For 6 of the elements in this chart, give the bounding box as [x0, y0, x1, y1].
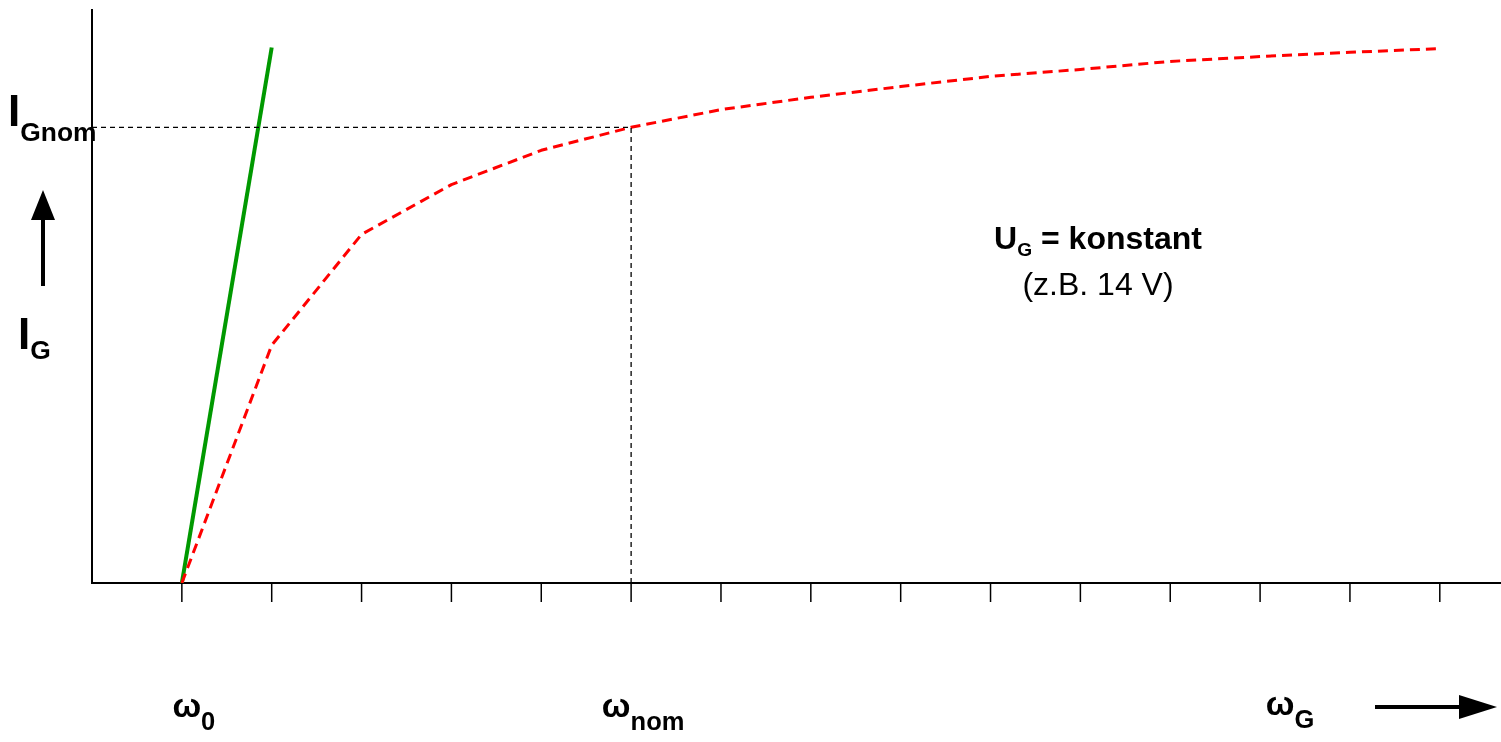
y-axis-title: I$_{G}$: [18, 309, 51, 365]
x-tick-label: ω$_{0}$: [172, 686, 216, 735]
annotation: U$_{G}$ = konstant: [994, 220, 1202, 261]
annotation: (z.B. 14 V): [1022, 266, 1174, 302]
x-axis-title: ω$_{G}$: [1265, 684, 1315, 733]
x-tick-label: ω$_{nom}$: [601, 686, 685, 735]
